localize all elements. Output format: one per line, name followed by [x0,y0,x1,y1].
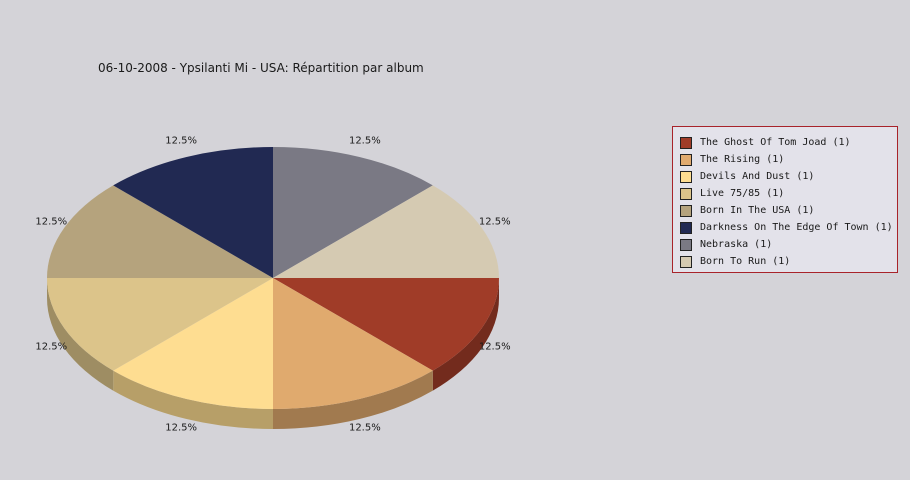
legend-swatch [680,255,692,268]
pie-slice-1 [273,278,433,409]
pie-slice-5 [113,147,273,278]
legend-label: Nebraska (1) [700,239,773,250]
pie-side-0 [432,278,499,391]
legend-item: The Rising (1) [680,151,897,168]
pie-slice-2 [113,278,273,410]
legend-label: Born To Run (1) [700,256,791,267]
legend-label: Live 75/85 (1) [700,188,785,199]
pie-labels: 12.5% 12.5% 12.5% 12.5% 12.5% 12.5% 12.5% 12.5% [35,135,510,433]
legend-label: Darkness On The Edge Of Town (1) [700,222,893,233]
legend-item: Devils And Dust (1) [680,168,897,185]
pie-slice-7 [273,185,499,278]
slice-percent-label: 12.5% [349,423,381,434]
pie-side-1 [273,370,433,429]
slice-percent-label: 12.5% [35,217,67,228]
legend-label: The Rising (1) [700,154,785,165]
pie-slice-0 [273,278,499,371]
slice-percent-label: 12.5% [165,135,197,146]
pie-sides [47,278,499,430]
slice-percent-label: 12.5% [479,341,511,352]
legend-swatch [680,153,692,166]
legend-label: Devils And Dust (1) [700,171,815,182]
slice-percent-label: 12.5% [349,135,381,146]
legend-swatch [680,204,692,217]
legend-item: Born To Run (1) [680,253,897,270]
legend-item: Born In The USA (1) [680,202,897,219]
legend-swatch [680,170,692,183]
legend-swatch [680,221,692,234]
slice-percent-label: 12.5% [165,423,197,434]
pie-slice-3 [47,278,273,371]
pie-side-3 [47,278,114,391]
legend: The Ghost Of Tom Joad (1) The Rising (1) D… [672,126,898,273]
legend-swatch [680,187,692,200]
pie-side-2 [113,370,273,430]
slice-percent-label: 12.5% [479,217,511,228]
chart-title: 06-10-2008 - Ypsilanti Mi - USA: Réparti… [98,61,424,75]
legend-item: Nebraska (1) [680,236,897,253]
legend-item: Darkness On The Edge Of Town (1) [680,219,897,236]
pie-slice-6 [273,147,433,278]
legend-label: Born In The USA (1) [700,205,815,216]
legend-swatch [680,136,692,149]
slice-percent-label: 12.5% [35,341,67,352]
pie-slices [47,147,499,410]
pie-slice-4 [47,185,273,278]
legend-swatch [680,238,692,251]
legend-item: The Ghost Of Tom Joad (1) [680,134,897,151]
legend-label: The Ghost Of Tom Joad (1) [700,137,851,148]
legend-item: Live 75/85 (1) [680,185,897,202]
